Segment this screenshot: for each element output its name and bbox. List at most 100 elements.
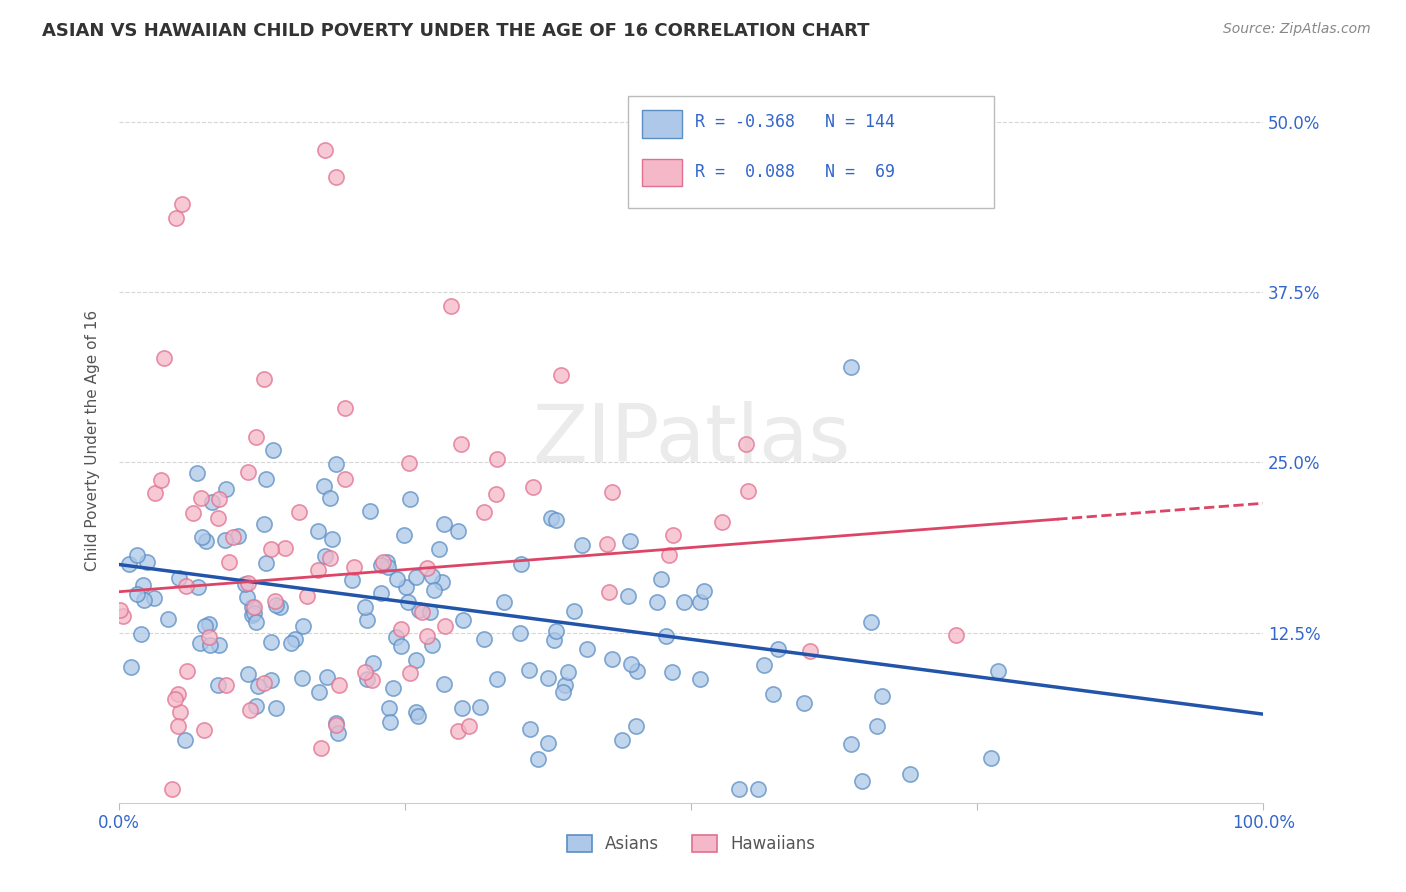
Point [335, 401, 357, 415]
Text: R = -0.368   N = 144: R = -0.368 N = 144 [695, 113, 894, 131]
Point [510, 557, 533, 571]
Point [851, 773, 873, 788]
Point [169, 706, 191, 720]
Point [619, 534, 641, 549]
Point [245, 699, 267, 714]
Point [596, 537, 619, 551]
Point [198, 616, 221, 631]
Point [405, 705, 427, 719]
Point [793, 696, 815, 710]
Point [433, 517, 456, 532]
Point [215, 482, 238, 496]
Point [246, 680, 269, 694]
Point [522, 480, 544, 494]
Point [870, 690, 893, 704]
Point [359, 504, 381, 518]
Point [453, 613, 475, 627]
Point [226, 529, 249, 543]
Point [274, 541, 297, 555]
Point [186, 466, 208, 480]
Point [321, 532, 343, 546]
Text: Source: ZipAtlas.com: Source: ZipAtlas.com [1223, 22, 1371, 37]
Point [112, 609, 135, 624]
Point [405, 653, 427, 667]
Point [543, 633, 565, 648]
Point [153, 351, 176, 365]
Point [370, 585, 392, 599]
Point [142, 591, 165, 606]
Point [333, 472, 356, 486]
Point [373, 556, 395, 570]
Point [419, 606, 441, 620]
Point [380, 714, 402, 729]
Point [645, 595, 668, 609]
Point [672, 594, 695, 608]
Point [207, 491, 229, 506]
Point [314, 479, 336, 493]
Point [188, 636, 211, 650]
Point [238, 666, 260, 681]
Point [398, 456, 420, 470]
Point [472, 506, 495, 520]
Point [132, 578, 155, 592]
Point [377, 555, 399, 569]
Point [427, 542, 450, 557]
Point [389, 640, 412, 654]
Point [356, 613, 378, 627]
Point [492, 595, 515, 609]
Point [689, 595, 711, 609]
Point [399, 491, 422, 506]
Point [143, 486, 166, 500]
Point [136, 555, 159, 569]
Point [170, 197, 193, 211]
Point [747, 782, 769, 797]
Point [129, 626, 152, 640]
Point [328, 678, 350, 692]
Point [245, 615, 267, 629]
Y-axis label: Child Poverty Under the Age of 16: Child Poverty Under the Age of 16 [86, 310, 100, 571]
Point [307, 524, 329, 538]
Point [353, 665, 375, 679]
Point [472, 632, 495, 647]
Point [342, 573, 364, 587]
Point [174, 733, 197, 747]
Point [280, 635, 302, 649]
Point [562, 604, 585, 618]
Point [260, 635, 283, 649]
Point [768, 641, 790, 656]
Point [385, 572, 408, 586]
Point [308, 684, 330, 698]
Point [297, 589, 319, 603]
Point [259, 542, 281, 557]
Point [243, 600, 266, 615]
Point [415, 560, 437, 574]
Bar [643, 110, 682, 137]
Point [215, 678, 238, 692]
Point [661, 665, 683, 680]
Point [406, 709, 429, 723]
Point [395, 580, 418, 594]
Point [626, 665, 648, 679]
Point [408, 603, 430, 617]
Point [167, 571, 190, 585]
Point [214, 533, 236, 547]
Point [325, 715, 347, 730]
Point [728, 782, 751, 797]
Point [356, 672, 378, 686]
Point [253, 516, 276, 531]
Point [509, 626, 531, 640]
Point [987, 664, 1010, 678]
Point [326, 726, 349, 740]
Point [416, 629, 439, 643]
Point [620, 657, 643, 671]
Legend: Asians, Hawaiians: Asians, Hawaiians [560, 828, 823, 860]
Point [156, 612, 179, 626]
Point [222, 530, 245, 544]
Point [245, 430, 267, 444]
Point [176, 665, 198, 679]
Point [392, 528, 415, 542]
Point [163, 692, 186, 706]
Point [420, 638, 443, 652]
Point [423, 582, 446, 597]
Point [207, 678, 229, 692]
